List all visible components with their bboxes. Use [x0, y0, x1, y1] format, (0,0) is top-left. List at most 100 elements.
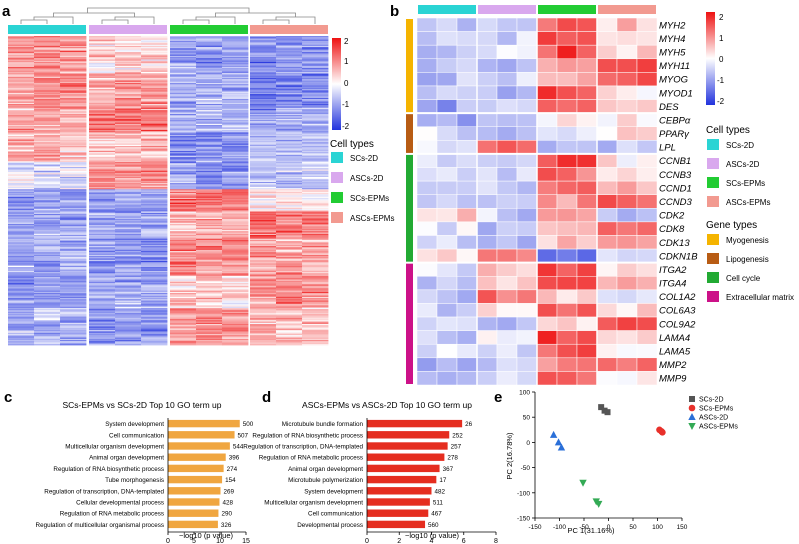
- count-label: 396: [229, 455, 240, 462]
- heatmap-cell: [60, 179, 87, 182]
- heatmap-cell: [115, 190, 142, 193]
- gene-label: ITGA4: [659, 279, 686, 290]
- heatmap-cell: [196, 146, 223, 148]
- heatmap-cell: [141, 38, 168, 41]
- heatmap-cell: [170, 171, 197, 174]
- heatmap-cell: [302, 112, 329, 115]
- heatmap-cell: [115, 122, 142, 125]
- heatmap-cell: [115, 173, 142, 175]
- category-label: Regulation of transcription, DNA-templat…: [44, 488, 164, 495]
- heatmap-cell: [115, 288, 142, 290]
- heatmap-cell: [34, 159, 61, 162]
- heatmap-cell: [115, 253, 142, 256]
- heatmap-cell: [302, 103, 329, 106]
- heatmap-cell: [8, 196, 35, 199]
- heatmap-cell: [60, 81, 87, 84]
- heatmap-cell: [250, 284, 277, 287]
- heatmap-cell: [141, 343, 168, 346]
- heatmap-cell: [89, 148, 116, 151]
- heatmap-cell: [302, 186, 329, 189]
- heatmap-cell: [60, 134, 87, 137]
- heatmap-cell: [115, 105, 142, 107]
- heatmap-cell: [8, 252, 35, 254]
- heatmap-cell: [115, 227, 142, 230]
- heatmap-cell: [34, 100, 61, 102]
- heatmap-cell: [89, 99, 116, 101]
- heatmap-cell: [276, 49, 303, 52]
- heatmap-cell: [596, 371, 618, 386]
- heatmap-cell: [196, 331, 223, 334]
- heatmap-cell: [60, 253, 87, 256]
- heatmap-cell: [34, 246, 61, 248]
- heatmap-cell: [250, 259, 277, 262]
- heatmap-cell: [616, 44, 638, 60]
- heatmap-cell: [496, 112, 518, 127]
- heatmap-cell: [141, 132, 168, 135]
- heatmap-cell: [34, 278, 61, 280]
- heatmap-cell: [250, 90, 277, 93]
- heatmap-cell: [34, 162, 61, 164]
- heatmap-cell: [222, 183, 249, 185]
- heatmap-cell: [196, 323, 223, 326]
- count-label: 560: [428, 522, 439, 529]
- heatmap-cell: [60, 238, 87, 241]
- legend-e-label: ASCs-EPMs: [699, 424, 738, 431]
- heatmap-cell: [170, 39, 197, 42]
- heatmap-cell: [170, 341, 197, 343]
- heatmap-cell: [8, 49, 35, 52]
- heatmap-cell: [276, 201, 303, 204]
- heatmap-cell: [250, 82, 277, 85]
- heatmap-cell: [8, 273, 35, 275]
- heatmap-cell: [222, 228, 249, 231]
- heatmap-cell: [60, 75, 87, 78]
- heatmap-cell: [8, 278, 35, 280]
- gene-label: MYOD1: [659, 88, 693, 99]
- heatmap-cell: [196, 73, 223, 75]
- heatmap-cell: [8, 36, 35, 38]
- heatmap-cell: [196, 50, 223, 53]
- heatmap-cell: [34, 183, 61, 185]
- heatmap-cell: [34, 320, 61, 322]
- heatmap-cell: [141, 73, 168, 75]
- heatmap-cell: [34, 42, 61, 44]
- heatmap-cell: [115, 157, 142, 159]
- heatmap-cell: [302, 309, 329, 311]
- heatmap-cell: [556, 371, 578, 386]
- heatmap-cell: [60, 265, 87, 268]
- heatmap-cell: [115, 192, 142, 195]
- heatmap-cell: [250, 61, 277, 64]
- heatmap-cell: [222, 216, 249, 219]
- heatmap-cell: [276, 293, 303, 295]
- heatmap-cell: [496, 221, 518, 236]
- heatmap-cell: [170, 207, 197, 210]
- heatmap-cell: [89, 305, 116, 308]
- heatmap-cell: [170, 102, 197, 105]
- heatmap-cell: [496, 85, 518, 100]
- heatmap-cell: [222, 129, 249, 132]
- heatmap-cell: [141, 139, 168, 142]
- heatmap-cell: [250, 89, 277, 91]
- heatmap-cell: [516, 208, 538, 223]
- heatmap-cell: [276, 65, 303, 68]
- heatmap-cell: [141, 259, 168, 262]
- heatmap-cell: [302, 216, 329, 219]
- heatmap-cell: [250, 267, 277, 269]
- heatmap-cell: [89, 110, 116, 112]
- heatmap-cell: [115, 38, 142, 41]
- heatmap-cell: [115, 273, 142, 275]
- heatmap-cell: [60, 71, 87, 74]
- heatmap-cell: [276, 190, 303, 193]
- gene-label: CCNB1: [659, 156, 691, 167]
- heatmap-cell: [141, 76, 168, 79]
- heatmap-cell: [302, 164, 329, 167]
- heatmap-cell: [276, 141, 303, 143]
- heatmap-cell: [276, 285, 303, 288]
- heatmap-cell: [556, 316, 578, 331]
- heatmap-cell: [89, 331, 116, 334]
- heatmap-cell: [250, 243, 277, 246]
- heatmap-cell: [34, 152, 61, 154]
- heatmap-cell: [34, 157, 61, 159]
- x-tick-label: 5: [192, 538, 196, 544]
- heatmap-cell: [89, 289, 116, 292]
- heatmap-cell: [141, 305, 168, 308]
